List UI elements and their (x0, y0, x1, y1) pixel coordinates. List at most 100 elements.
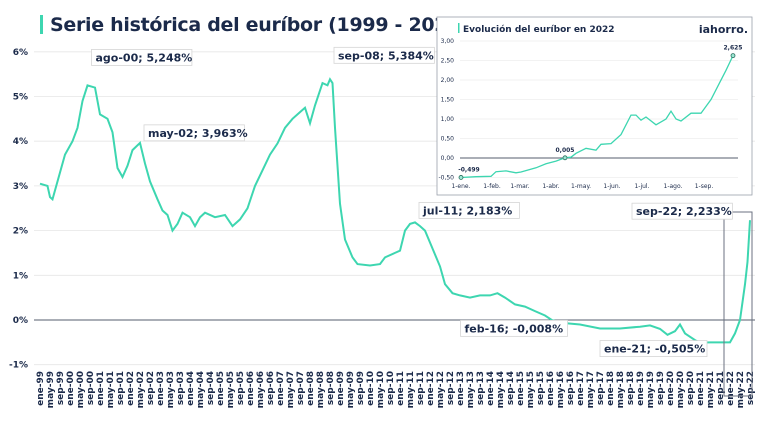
x-tick-label: ene-16 (546, 371, 556, 406)
x-tick-label: sep-18 (626, 371, 636, 405)
annotation-box (143, 124, 245, 142)
x-tick-label: may-18 (616, 371, 626, 408)
annotation-label: feb-16; -0,008% (465, 322, 564, 335)
x-tick-label: sep-13 (476, 371, 486, 405)
x-tick-label: ene-07 (276, 371, 286, 406)
x-tick-label: ene-04 (186, 371, 196, 406)
inset-annotation-label: -0,499 (458, 166, 479, 173)
x-tick-label: sep-10 (386, 371, 396, 405)
inset-y-tick-label: 1,00 (441, 116, 455, 123)
y-tick-label: 6% (13, 48, 28, 58)
x-tick-label: ene-99 (36, 371, 46, 406)
inset-marker (562, 155, 568, 161)
annotation-box (599, 340, 708, 357)
x-tick-label: ene-00 (66, 371, 76, 406)
x-tick-label: may-06 (256, 371, 266, 408)
x-tick-label: ene-05 (216, 371, 226, 406)
x-tick-label: ene-18 (606, 371, 616, 406)
x-tick-label: may-22 (736, 371, 746, 408)
x-tick-label: may-03 (166, 371, 176, 408)
x-tick-label: sep-22 (746, 371, 756, 405)
y-tick-label: -1% (9, 361, 28, 371)
inset-x-tick-label: 1-mar. (510, 183, 529, 190)
x-tick-label: sep-21 (716, 371, 726, 405)
inset-x-tick-label: 1-sep. (695, 183, 714, 190)
inset-annotation-label: 0,005 (556, 147, 575, 154)
x-tick-label: sep-16 (566, 371, 576, 405)
x-tick-label: sep-02 (146, 371, 156, 405)
x-tick-label: may-99 (46, 371, 56, 408)
x-tick-label: ene-17 (576, 371, 586, 406)
annotation-label: jul-11; 2,183% (422, 204, 512, 217)
inset-y-tick-label: 2,50 (441, 58, 455, 65)
x-tick-label: may-00 (76, 371, 86, 408)
x-tick-label: may-04 (196, 371, 206, 408)
x-tick-label: ene-12 (426, 371, 436, 406)
x-tick-label: may-05 (226, 371, 236, 408)
inset-y-tick-label: 2,00 (441, 77, 455, 84)
annotation-box (91, 49, 193, 66)
annotation-box (631, 202, 733, 220)
inset-x-tick-label: 1-abr. (542, 183, 559, 190)
inset-y-tick-label: -0,50 (438, 175, 454, 182)
inset-marker (458, 175, 464, 180)
x-tick-label: sep-12 (446, 371, 456, 405)
y-tick-label: 1% (13, 271, 28, 281)
x-tick-label: ene-15 (516, 371, 526, 406)
x-tick-label: may-12 (436, 371, 446, 408)
chart-title: Serie histórica del euríbor (1999 - 2022… (40, 14, 469, 36)
annotation-label: ene-21; -0,505% (604, 343, 705, 356)
inset-y-tick-label: 0,00 (441, 155, 455, 162)
x-tick-label: ene-19 (636, 371, 646, 406)
x-tick-label: may-02 (136, 371, 146, 408)
x-tick-label: may-01 (106, 371, 116, 408)
x-tick-label: may-13 (466, 371, 476, 408)
inset-annotation-label: 2,625 (724, 45, 743, 52)
x-tick-label: sep-00 (86, 371, 96, 405)
x-tick-label: ene-01 (96, 371, 106, 406)
inset-title-accent (458, 23, 460, 33)
inset-marker (730, 53, 736, 59)
annotation-label: ago-00; 5,248% (96, 51, 193, 64)
annotation-label: sep-22; 2,233% (636, 205, 732, 218)
annotation-box (460, 319, 568, 337)
x-tick-label: ene-08 (306, 371, 316, 406)
x-tick-label: may-11 (406, 371, 416, 408)
x-tick-label: sep-17 (596, 371, 606, 405)
inset-title: Evolución del euríbor en 2022 (463, 24, 615, 35)
inset-x-tick-label: 1-may. (571, 183, 591, 190)
annotation-box (418, 202, 520, 219)
y-tick-label: 0% (13, 316, 28, 326)
x-tick-label: ene-02 (126, 371, 136, 406)
inset-y-tick-label: 1,50 (441, 97, 455, 104)
x-tick-label: may-07 (286, 371, 296, 408)
y-tick-label: 3% (13, 182, 28, 192)
x-tick-label: may-09 (346, 371, 356, 408)
x-tick-label: sep-05 (236, 371, 246, 405)
x-tick-label: sep-07 (296, 371, 306, 405)
highlight-2022-box (723, 211, 753, 397)
x-tick-label: may-21 (706, 371, 716, 408)
x-tick-label: ene-22 (726, 371, 736, 406)
x-tick-label: may-08 (316, 371, 326, 408)
x-tick-label: may-15 (526, 371, 536, 408)
x-tick-label: sep-14 (506, 371, 516, 405)
x-tick-label: sep-15 (536, 371, 546, 405)
euribor-line (39, 77, 751, 344)
y-tick-label: 2% (13, 227, 28, 237)
inset-x-tick-label: 1-jun. (603, 183, 620, 190)
x-tick-label: may-19 (646, 371, 656, 408)
inset-panel (436, 16, 753, 196)
x-tick-label: ene-11 (396, 371, 406, 406)
inset-x-tick-label: 1-ago. (664, 183, 683, 190)
x-tick-label: ene-21 (696, 371, 706, 406)
x-tick-label: ene-13 (456, 371, 466, 406)
x-tick-label: may-16 (556, 371, 566, 408)
annotation-label: may-02; 3,963% (148, 127, 248, 140)
annotation-label: sep-08; 5,384% (338, 49, 434, 62)
y-tick-label: 5% (13, 93, 28, 103)
x-tick-label: ene-03 (156, 371, 166, 406)
x-tick-label: sep-20 (686, 371, 696, 405)
x-tick-label: may-20 (676, 371, 686, 408)
